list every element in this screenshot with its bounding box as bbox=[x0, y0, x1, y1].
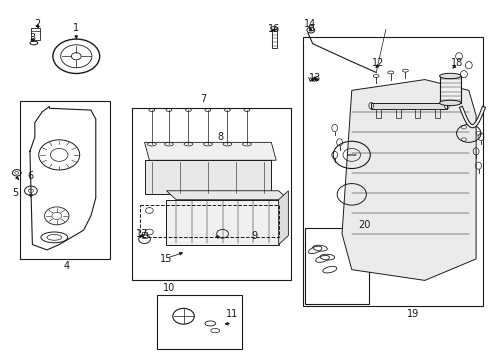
Bar bbox=[308, 25, 312, 30]
Text: 19: 19 bbox=[406, 310, 418, 319]
Bar bbox=[303, 37, 483, 306]
Text: 10: 10 bbox=[163, 283, 175, 293]
Bar bbox=[370, 103, 446, 109]
Ellipse shape bbox=[439, 100, 460, 105]
Bar bbox=[132, 108, 290, 280]
Bar bbox=[434, 109, 439, 118]
Bar bbox=[157, 295, 242, 348]
Text: 7: 7 bbox=[200, 94, 206, 104]
Polygon shape bbox=[341, 80, 475, 280]
Bar bbox=[183, 193, 266, 232]
Text: 17: 17 bbox=[136, 229, 148, 239]
Bar bbox=[20, 101, 110, 259]
Ellipse shape bbox=[439, 73, 460, 79]
Text: 14: 14 bbox=[304, 19, 316, 29]
Bar bbox=[271, 29, 276, 48]
Polygon shape bbox=[278, 191, 288, 244]
Bar bbox=[305, 228, 368, 304]
Text: 18: 18 bbox=[449, 58, 462, 68]
Text: 1: 1 bbox=[73, 23, 79, 33]
Polygon shape bbox=[144, 160, 271, 194]
Text: 20: 20 bbox=[357, 220, 369, 230]
Bar bbox=[414, 109, 419, 118]
Text: 2: 2 bbox=[34, 19, 41, 29]
Bar bbox=[439, 76, 460, 103]
Polygon shape bbox=[144, 142, 276, 160]
Text: 15: 15 bbox=[160, 254, 172, 264]
Text: 8: 8 bbox=[217, 132, 223, 142]
Text: 9: 9 bbox=[251, 231, 257, 240]
Polygon shape bbox=[166, 191, 288, 200]
Bar bbox=[395, 109, 400, 118]
Text: 5: 5 bbox=[12, 188, 19, 198]
Text: 4: 4 bbox=[63, 261, 69, 271]
Text: 13: 13 bbox=[308, 73, 321, 83]
Text: 3: 3 bbox=[29, 33, 35, 43]
Text: 12: 12 bbox=[372, 58, 384, 68]
Text: 11: 11 bbox=[226, 310, 238, 319]
Text: 16: 16 bbox=[267, 24, 279, 35]
Polygon shape bbox=[166, 200, 278, 244]
Text: 6: 6 bbox=[27, 171, 33, 181]
Bar bbox=[142, 232, 147, 238]
Bar bbox=[375, 109, 380, 118]
